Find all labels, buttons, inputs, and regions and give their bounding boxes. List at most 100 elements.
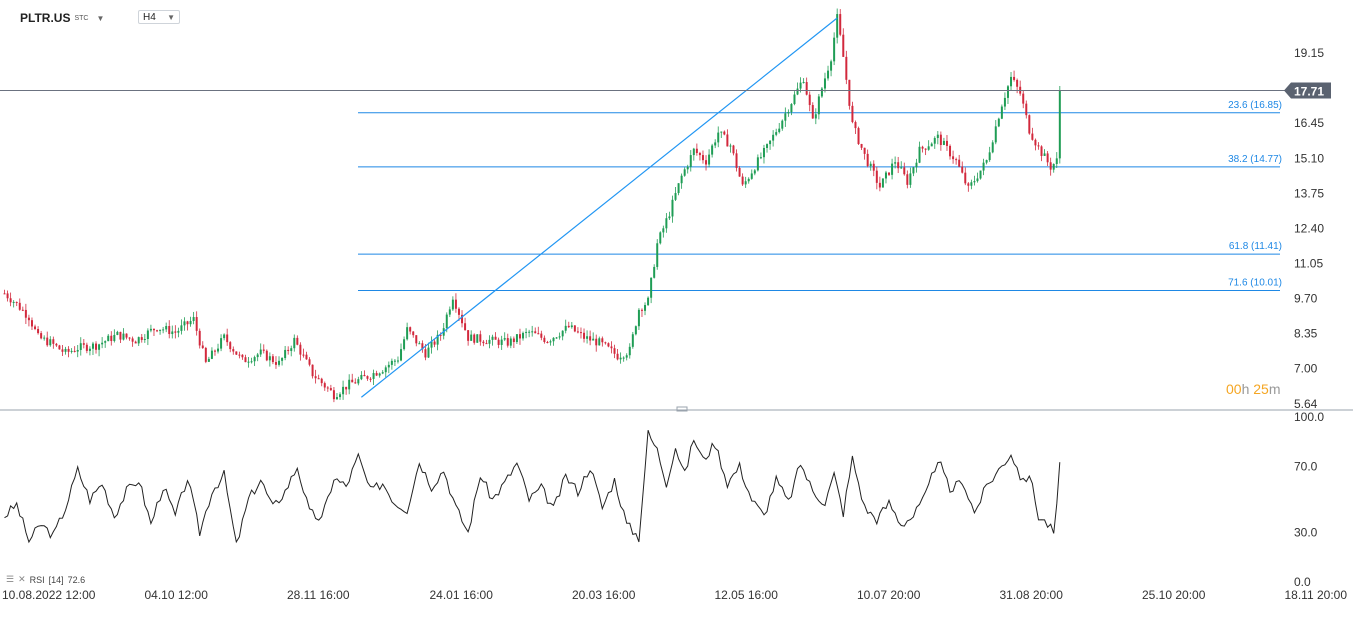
candle-body	[930, 143, 933, 147]
candle-body	[439, 334, 442, 336]
last-price-value: 17.71	[1294, 84, 1324, 98]
candle-body	[744, 181, 747, 185]
trend-line[interactable]	[361, 17, 838, 398]
candle-body	[55, 343, 58, 346]
candle-body	[400, 349, 403, 361]
candle-body	[43, 337, 46, 339]
candle-body	[619, 357, 622, 360]
candle-body	[945, 140, 948, 146]
candle-body	[671, 199, 674, 217]
close-icon[interactable]: ✕	[18, 574, 26, 584]
rsi-tick-label: 30.0	[1294, 526, 1318, 540]
candle-body	[342, 386, 345, 395]
candle-body	[982, 162, 985, 171]
symbol-suffix: STC	[74, 14, 89, 22]
candle-body	[1040, 146, 1043, 156]
candle-body	[552, 337, 555, 342]
candle-body	[137, 337, 140, 344]
candle-body	[110, 335, 113, 342]
candle-body	[1052, 163, 1055, 170]
candle-body	[171, 331, 174, 335]
candle-body	[753, 170, 756, 174]
time-tick-label: 24.01 16:00	[430, 588, 494, 602]
candle-body	[839, 14, 842, 35]
candle-body	[52, 339, 55, 344]
candle-body	[91, 343, 94, 349]
candle-body	[772, 134, 775, 141]
candle-body	[470, 334, 473, 341]
candle-body	[555, 337, 558, 339]
candle-body	[491, 336, 494, 340]
candle-body	[1037, 145, 1040, 147]
candle-body	[174, 331, 177, 333]
candle-body	[162, 329, 165, 331]
candle-body	[543, 337, 546, 342]
candle-body	[869, 163, 872, 167]
candle-body	[421, 343, 424, 350]
candle-body	[357, 379, 360, 384]
candle-body	[860, 143, 863, 148]
candle-body	[201, 345, 204, 348]
candle-body	[27, 317, 30, 321]
candle-body	[198, 330, 201, 346]
candle-body	[1028, 115, 1031, 134]
candle-body	[76, 349, 79, 352]
symbol-selector[interactable]: PLTR.US STC ▼	[20, 10, 104, 26]
candle-body	[628, 346, 631, 356]
candle-body	[134, 341, 137, 344]
candle-body	[37, 329, 40, 334]
candle-body	[595, 338, 598, 346]
candle-body	[409, 327, 412, 332]
candle-body	[281, 358, 284, 361]
candle-body	[888, 172, 891, 175]
fib-level-label: 38.2 (14.77)	[1228, 154, 1282, 165]
candle-body	[805, 82, 808, 95]
price-tick-label: 11.05	[1294, 256, 1323, 270]
candle-body	[256, 354, 259, 358]
candle-body	[814, 114, 817, 119]
candle-body	[482, 341, 485, 344]
candle-body	[708, 154, 711, 165]
candle-body	[192, 317, 195, 321]
time-tick-label: 25.10 20:00	[1142, 588, 1206, 602]
candle-body	[1046, 153, 1049, 163]
candle-body	[683, 169, 686, 176]
candle-body	[698, 153, 701, 156]
timeframe-dropdown[interactable]: H4 ▼	[138, 10, 180, 24]
candle-body	[656, 243, 659, 267]
pane-resize-handle[interactable]	[676, 406, 688, 412]
price-tick-label: 9.70	[1294, 292, 1318, 306]
candle-body	[168, 326, 171, 335]
candle-body	[299, 344, 302, 355]
candle-body	[820, 88, 823, 97]
candle-body	[650, 277, 653, 298]
menu-icon[interactable]: ☰	[6, 574, 15, 584]
rsi-tick-label: 0.0	[1294, 575, 1311, 589]
candle-body	[802, 82, 805, 84]
candle-body	[939, 134, 942, 145]
candle-body	[271, 356, 274, 363]
candle-body	[897, 162, 900, 169]
candle-body	[988, 152, 991, 161]
candle-body	[686, 166, 689, 170]
rsi-indicator-label[interactable]: ☰ ✕ RSI [14] 72.6	[6, 574, 85, 585]
time-tick-label: 12.05 16:00	[715, 588, 779, 602]
candle-body	[564, 325, 567, 331]
candle-body	[278, 360, 281, 365]
price-tick-label: 15.10	[1294, 151, 1324, 165]
candle-body	[903, 167, 906, 175]
candle-body	[912, 167, 915, 174]
candle-body	[430, 341, 433, 348]
candle-body	[756, 157, 759, 171]
candle-body	[104, 341, 107, 343]
candle-body	[70, 350, 73, 352]
candle-body	[6, 293, 9, 299]
candle-body	[473, 334, 476, 343]
candle-body	[220, 338, 223, 349]
candle-body	[461, 314, 464, 324]
candle-body	[335, 397, 338, 400]
candle-body	[613, 348, 616, 354]
candle-body	[259, 349, 262, 355]
candle-body	[854, 122, 857, 129]
